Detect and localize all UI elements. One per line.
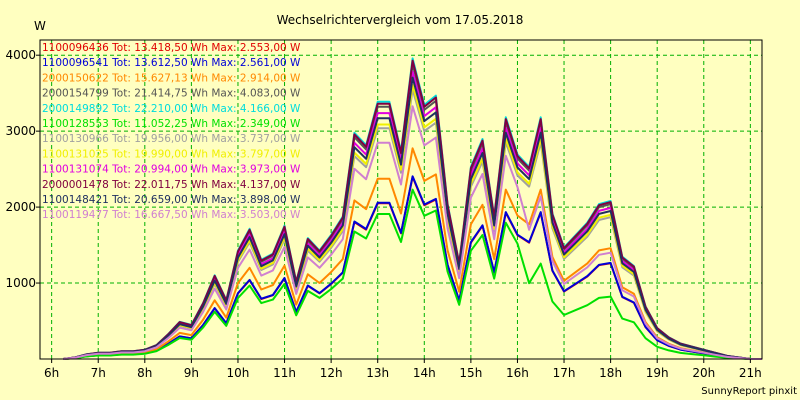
x-tick-label: 7h: [91, 366, 106, 380]
legend-entry: 1100096436 Tot: 13.418,50 Wh Max: 2.553,…: [42, 42, 301, 54]
y-tick-label: 2000: [5, 200, 36, 214]
legend-entry: 2000149892 Tot: 22.210,00 Wh Max: 4.166,…: [42, 103, 301, 115]
x-tick-label: 11h: [273, 366, 296, 380]
legend-entry: 2000001478 Tot: 22.011,75 Wh Max: 4.137,…: [42, 179, 301, 191]
legend-entry: 1100131074 Tot: 20.994,00 Wh Max: 3.973,…: [42, 164, 301, 176]
x-tick-label: 18h: [599, 366, 622, 380]
x-tick-label: 9h: [184, 366, 199, 380]
legend-entry: 1100119477 Tot: 16.667,50 Wh Max: 3.503,…: [42, 209, 301, 221]
series-line: [63, 188, 762, 360]
x-tick-label: 6h: [44, 366, 59, 380]
y-axis-ticks: 1000 2000 3000 4000: [5, 48, 40, 290]
series-line: [63, 105, 762, 360]
x-tick-label: 13h: [366, 366, 389, 380]
legend-entry: 1100128553 Tot: 11.052,25 Wh Max: 2.349,…: [42, 118, 301, 130]
series-line: [63, 175, 762, 360]
series-line: [63, 76, 762, 360]
legend-entry: 1100130966 Tot: 19.956,00 Wh Max: 3.737,…: [42, 133, 301, 145]
x-tick-label: 16h: [506, 366, 529, 380]
y-tick-label: 3000: [5, 124, 36, 138]
y-tick-label: 4000: [5, 48, 36, 62]
y-axis-unit-label: W: [34, 19, 46, 33]
legend-entry: 2000150622 Tot: 15.627,13 Wh Max: 2.914,…: [42, 72, 301, 84]
x-axis-ticks: 6h 7h 8h 9h 10h 11h 12h 13h 14h 15h 16h 17h 18h 19h 20…: [44, 359, 762, 380]
series-lines: [63, 57, 762, 360]
x-tick-label: 12h: [320, 366, 343, 380]
legend-entry: 1100131025 Tot: 19.990,00 Wh Max: 3.797,…: [42, 148, 301, 160]
chart-title: Wechselrichtervergleich vom 17.05.2018: [277, 13, 524, 27]
legend-entry: 1100148421 Tot: 20.659,00 Wh Max: 3.898,…: [42, 194, 301, 206]
x-tick-label: 20h: [692, 366, 715, 380]
footer-credit: SunnyReport pinxit: [701, 386, 797, 397]
y-tick-label: 1000: [5, 276, 36, 290]
x-tick-label: 21h: [739, 366, 762, 380]
x-tick-label: 8h: [137, 366, 152, 380]
x-tick-label: 14h: [413, 366, 436, 380]
grid: [40, 40, 762, 359]
x-tick-label: 19h: [646, 366, 669, 380]
legend-entry: 1100096541 Tot: 13.612,50 Wh Max: 2.561,…: [42, 57, 301, 69]
x-tick-label: 15h: [459, 366, 482, 380]
legend: 1100096436 Tot: 13.418,50 Wh Max: 2.553,…: [42, 42, 301, 221]
x-tick-label: 17h: [553, 366, 576, 380]
plot-frame: [39, 39, 763, 360]
x-tick-label: 10h: [227, 366, 250, 380]
legend-entry: 2000154799 Tot: 21.414,75 Wh Max: 4.083,…: [42, 88, 301, 100]
